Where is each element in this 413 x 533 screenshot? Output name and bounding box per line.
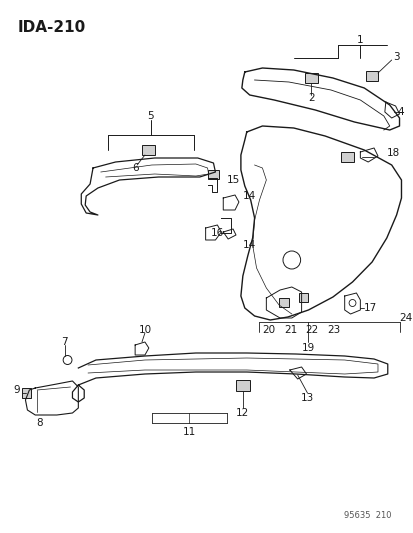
Text: 7: 7 (61, 337, 68, 347)
Bar (299, 293, 307, 302)
Text: 15: 15 (227, 175, 240, 185)
Text: 8: 8 (36, 418, 43, 428)
Bar (304, 73, 317, 83)
Text: 10: 10 (138, 325, 151, 335)
Text: 24: 24 (399, 313, 412, 323)
Text: 20: 20 (262, 325, 275, 335)
Text: 12: 12 (236, 408, 249, 418)
Text: 11: 11 (182, 427, 195, 437)
Bar (142, 145, 155, 155)
Bar (365, 71, 377, 81)
Text: 9: 9 (13, 385, 19, 395)
Bar (278, 297, 288, 306)
Bar (340, 152, 354, 162)
Text: 18: 18 (386, 148, 399, 158)
Text: 3: 3 (392, 52, 399, 62)
Text: 21: 21 (283, 325, 297, 335)
Text: 23: 23 (326, 325, 339, 335)
Text: 6: 6 (131, 163, 138, 173)
Text: 14: 14 (242, 191, 256, 201)
Text: 95635  210: 95635 210 (343, 511, 391, 520)
Text: 5: 5 (147, 111, 154, 121)
Text: 1: 1 (356, 35, 363, 45)
Text: 16: 16 (210, 228, 223, 238)
Text: 14: 14 (242, 240, 256, 250)
Bar (208, 169, 218, 179)
Bar (21, 388, 31, 398)
Text: 19: 19 (301, 343, 314, 353)
Text: 13: 13 (300, 393, 313, 403)
Text: 22: 22 (305, 325, 318, 335)
Text: 4: 4 (397, 107, 404, 117)
Text: IDA-210: IDA-210 (18, 20, 85, 35)
Text: 17: 17 (363, 303, 377, 313)
Text: 2: 2 (307, 93, 314, 103)
Bar (235, 379, 249, 391)
